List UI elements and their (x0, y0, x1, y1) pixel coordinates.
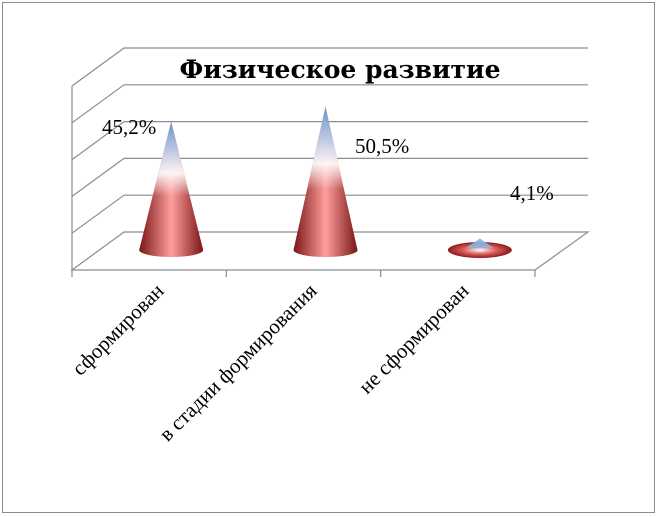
data-labels: 45,2% 50,5% 4,1% (102, 115, 554, 205)
cone-tip (465, 238, 494, 248)
cone-base (447, 242, 512, 258)
category-label: сформирован (67, 279, 169, 381)
category-label: не сформирован (354, 279, 474, 399)
gridline (71, 121, 588, 161)
cone-shade (139, 121, 204, 257)
data-label: 4,1% (510, 181, 554, 205)
category-label: в стадии формирования (154, 278, 322, 446)
chart-title: Физическое развитие (179, 55, 500, 84)
cone-shade (293, 106, 358, 257)
gridline (71, 84, 588, 124)
cone (293, 106, 358, 257)
data-label: 45,2% (102, 115, 156, 139)
cone (139, 121, 204, 257)
data-label: 50,5% (355, 134, 409, 158)
chart-frame (2, 2, 655, 513)
cones (139, 106, 512, 258)
grid-lines (70, 47, 590, 277)
gridline (71, 194, 588, 234)
cone (447, 238, 512, 258)
gridline (71, 47, 588, 87)
gridline (71, 157, 588, 197)
